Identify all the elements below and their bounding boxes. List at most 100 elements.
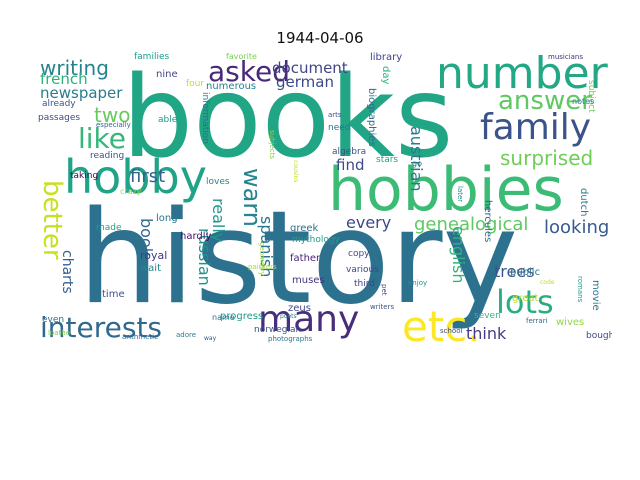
word-like: like <box>78 122 127 155</box>
word-algebra: algebra <box>332 147 367 157</box>
word-norwegian: norwegian <box>254 325 302 335</box>
word-copy: copy <box>348 249 370 259</box>
word-russian: russian <box>195 228 214 286</box>
word-cloud: history books hobbies hobby number family many… <box>36 50 612 348</box>
word-first: first <box>130 166 166 187</box>
word-lots: lots <box>496 283 554 321</box>
word-charts: charts <box>59 250 75 294</box>
word-books: books <box>122 53 454 183</box>
word-wait: wait <box>140 263 162 274</box>
word-school: school <box>440 327 463 335</box>
word-etc: etc. <box>402 302 481 348</box>
word-looking: looking <box>544 217 610 238</box>
word-zeus: zeus <box>288 303 311 314</box>
word-cousins: cousins <box>292 160 299 183</box>
word-various: various <box>346 265 379 275</box>
word-passages: passages <box>38 113 81 123</box>
word-third: third <box>354 279 375 289</box>
word-taking: taking <box>70 171 99 181</box>
word-think: think <box>466 324 507 343</box>
word-warn: warn <box>238 168 266 227</box>
word-writing: writing <box>40 56 109 80</box>
word-arts: arts <box>328 111 342 119</box>
word-code: code <box>540 279 555 286</box>
word-surprised: surprised <box>500 146 594 170</box>
word-two: two <box>94 103 131 127</box>
word-library: library <box>370 52 403 63</box>
word-book: book <box>137 218 156 257</box>
word-movie: movie <box>590 280 601 311</box>
word-family: family <box>480 107 592 148</box>
word-later: later <box>456 186 464 203</box>
word-able: able <box>158 115 178 125</box>
word-answer: answer <box>498 86 592 116</box>
word-mythology: mythology <box>292 235 340 245</box>
word-seven: seven <box>474 311 501 321</box>
word-stars: stars <box>376 155 399 165</box>
word-already: already <box>42 99 76 109</box>
word-musicians: musicians <box>548 53 584 61</box>
word-enjoy: enjoy <box>408 279 428 287</box>
word-progress: progress <box>220 311 264 322</box>
word-hobby: hobby <box>64 150 207 204</box>
word-trees: trees <box>494 262 535 281</box>
word-biographies: biographies <box>366 88 377 147</box>
word-find: find <box>336 156 365 174</box>
word-time: time <box>102 289 125 300</box>
word-long: long <box>156 213 178 224</box>
word-loathe: loathe <box>48 329 71 337</box>
word-name: name <box>212 313 235 322</box>
chart-title: 1944-04-06 <box>276 29 364 47</box>
word-crazy: crazy <box>120 187 142 196</box>
word-genealogical: genealogical <box>414 214 529 235</box>
word-german: german <box>276 73 334 91</box>
word-really: really <box>209 198 228 243</box>
word-subject: subject <box>586 80 596 113</box>
word-arithmetic: arithmetic <box>122 333 158 341</box>
word-day: day <box>380 66 391 85</box>
word-go: go <box>412 159 422 168</box>
word-reading: reading <box>90 151 125 161</box>
word-nine: nine <box>156 69 178 80</box>
word-english: english <box>449 226 468 284</box>
word-interests: interests <box>40 311 163 344</box>
word-adore: adore <box>176 331 197 339</box>
word-hobbies: hobbies <box>328 155 564 225</box>
word-hardly: hardly <box>180 231 212 242</box>
word-newspaper: newspaper <box>40 84 123 102</box>
word-ferrari: ferrari <box>526 317 548 325</box>
word-royal: royal <box>140 249 168 262</box>
word-wives: wives <box>556 317 585 328</box>
word-subjects: subjects <box>268 130 276 160</box>
word-especially: especially <box>96 121 131 129</box>
word-history: history <box>78 184 519 333</box>
word-father: father <box>290 253 321 264</box>
word-loves: loves <box>206 177 230 187</box>
word-greek: greek <box>290 223 319 234</box>
word-numerous: numerous <box>206 81 257 92</box>
word-photographs: photographs <box>268 335 313 343</box>
word-great: great <box>512 293 539 304</box>
word-asked: asked <box>208 55 290 88</box>
word-dutch: dutch <box>578 188 589 217</box>
word-bought: bought <box>586 331 612 341</box>
word-hercules: hercules <box>482 200 493 243</box>
word-need: need <box>328 123 351 133</box>
word-favorite: favorite <box>226 52 257 61</box>
word-austrian: austrian <box>407 126 426 192</box>
word-made: made <box>96 223 122 233</box>
word-french: french <box>40 70 88 88</box>
word-document: document <box>272 59 348 77</box>
word-number: number <box>436 50 608 99</box>
word-muses: muses <box>292 275 325 286</box>
word-every: every <box>346 213 392 232</box>
word-spanish: spanish <box>257 216 276 278</box>
word-geometry: geometry <box>258 242 266 276</box>
word-four: four <box>186 79 205 89</box>
word-even: even <box>42 315 65 325</box>
word-romans: romans <box>576 276 584 303</box>
word-pet: pet <box>380 284 388 296</box>
word-public: public <box>510 267 541 278</box>
word-notes: notes <box>572 97 595 106</box>
word-painters: painters <box>248 263 277 271</box>
